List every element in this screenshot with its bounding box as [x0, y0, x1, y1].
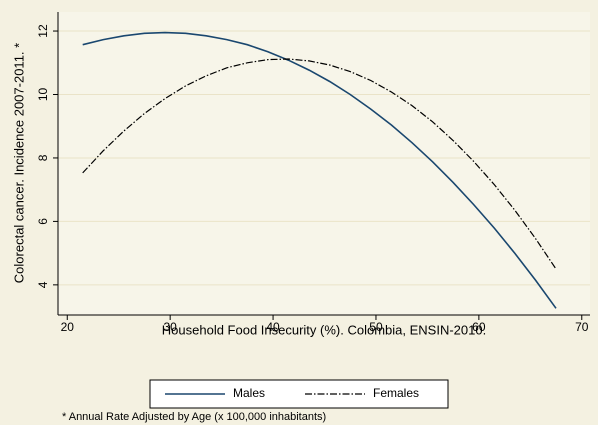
x-axis-title: Household Food Insecurity (%). Colombia,…	[162, 322, 486, 337]
y-tick-label: 12	[36, 24, 50, 38]
data-line	[82, 31, 557, 309]
legend-label: Females	[373, 386, 419, 400]
x-tick-label: 20	[61, 320, 75, 334]
x-tick-label: 30	[163, 320, 177, 334]
x-tick-label: 50	[369, 320, 383, 334]
y-tick-label: 6	[36, 218, 50, 225]
y-tick-label: 4	[36, 281, 50, 288]
y-tick-label: 8	[36, 154, 50, 161]
y-axis-title: Colorectal cancer. Incidence 2007-2011. …	[11, 43, 26, 283]
plot-area	[58, 12, 590, 315]
y-tick-label: 10	[36, 87, 50, 101]
x-tick-label: 60	[472, 320, 486, 334]
footnote: * Annual Rate Adjusted by Age (x 100,000…	[62, 411, 326, 423]
x-tick-label: 40	[266, 320, 280, 334]
x-tick-label: 70	[575, 320, 589, 334]
legend-label: Males	[233, 386, 265, 400]
data-line	[82, 58, 557, 270]
